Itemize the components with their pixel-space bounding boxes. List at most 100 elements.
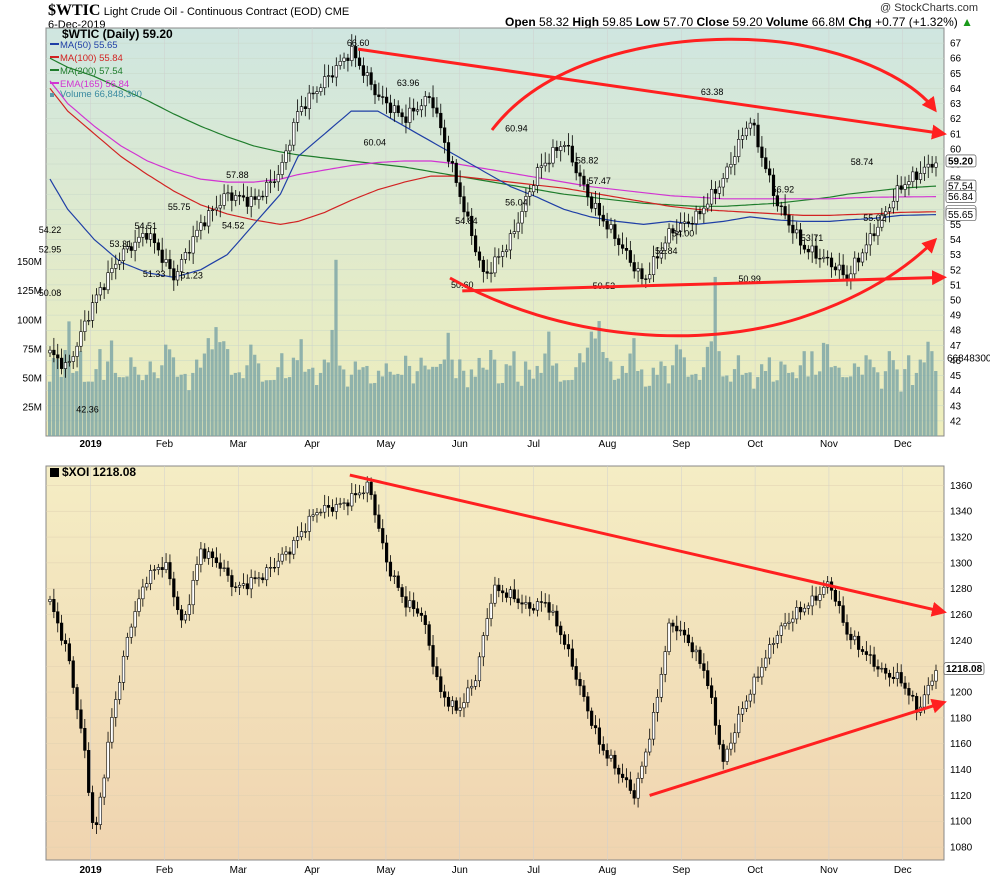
price-candle-body xyxy=(733,156,737,165)
price-candle-body xyxy=(303,106,307,109)
xoi-last-value-box xyxy=(943,662,985,676)
price-candle-body xyxy=(276,174,280,183)
price-candle-body xyxy=(454,162,458,183)
xoi-candle-body xyxy=(102,777,106,798)
price-candle-body xyxy=(857,257,861,263)
xoi-candle-body xyxy=(87,750,91,793)
price-data-label: 58.74 xyxy=(851,157,874,167)
volume-bar xyxy=(349,374,354,436)
xoi-x-tick-label: May xyxy=(376,865,395,876)
price-candle-body xyxy=(686,221,690,224)
volume-bar xyxy=(903,369,907,436)
price-candle-body xyxy=(338,61,342,66)
xoi-gridlines xyxy=(46,466,944,860)
xoi-candle-body xyxy=(632,790,636,799)
volume-bar xyxy=(303,371,307,436)
xoi-candle-body xyxy=(56,611,60,624)
legend-swatch-ma100 xyxy=(50,56,59,58)
xoi-candle-body xyxy=(466,687,470,703)
price-candle-body xyxy=(605,220,609,230)
volume-bar xyxy=(690,374,694,436)
price-candle-body xyxy=(237,195,242,197)
volume-bar xyxy=(520,385,524,436)
right-marker-label: 59.20 xyxy=(948,156,973,167)
xoi-candle-body xyxy=(199,548,203,565)
price-candle-body xyxy=(404,116,408,123)
price-data-label: 50.99 xyxy=(738,274,761,284)
price-candle-body xyxy=(520,211,524,224)
volume-bar xyxy=(663,365,667,436)
volume-bar xyxy=(160,365,164,436)
xoi-candle-body xyxy=(597,727,601,745)
price-candle-body xyxy=(609,224,613,230)
volume-bar xyxy=(446,332,450,436)
xoi-candle-body xyxy=(257,577,261,580)
price-candle-body xyxy=(636,268,640,272)
price-candle-body xyxy=(326,75,331,77)
xoi-candle-body xyxy=(706,670,710,687)
price-y-tick-label: 48 xyxy=(950,326,962,337)
volume-bar xyxy=(241,378,245,436)
volume-bar xyxy=(729,381,733,436)
volume-bar xyxy=(489,350,493,436)
volume-bar xyxy=(868,359,872,436)
price-candle-body xyxy=(71,356,75,362)
volume-bar xyxy=(222,341,226,436)
volume-bar xyxy=(315,385,319,436)
price-candle-body xyxy=(164,259,168,263)
price-data-label: 50.08 xyxy=(39,288,62,298)
volume-y-tick-label: 100M xyxy=(17,315,42,326)
price-candle-body xyxy=(87,320,91,322)
xoi-candle-body xyxy=(152,569,157,571)
volume-bar xyxy=(442,359,446,436)
volume-bar xyxy=(380,376,385,436)
volume-bar xyxy=(191,372,195,436)
volume-bar xyxy=(454,378,458,436)
xoi-x-tick-label: Mar xyxy=(230,865,248,876)
xoi-candle-body xyxy=(702,663,706,671)
price-candle-body xyxy=(829,257,834,268)
price-data-label: 51.23 xyxy=(180,270,203,280)
xoi-candle-body xyxy=(326,505,331,508)
price-candle-body xyxy=(218,205,222,209)
xoi-candle-body xyxy=(628,779,632,791)
xoi-candle-body xyxy=(272,567,277,569)
price-candle-body xyxy=(129,246,133,251)
volume-bar xyxy=(94,369,98,436)
xoi-candle-body xyxy=(342,502,346,504)
legend-volume: Volume 66,848,300 xyxy=(60,89,142,100)
volume-bar xyxy=(779,361,783,436)
xoi-candle-body xyxy=(574,666,578,680)
volume-bar xyxy=(856,366,861,436)
xoi-candle-body xyxy=(903,682,907,689)
volume-bar xyxy=(771,381,775,436)
volume-bar xyxy=(272,379,276,436)
price-y-axis: 4243444546474849505152535455565758596061… xyxy=(950,39,962,428)
xoi-candle-body xyxy=(497,584,501,592)
volume-bar xyxy=(71,372,75,436)
xoi-candle-body xyxy=(713,697,718,726)
volume-bar xyxy=(523,361,528,436)
xoi-candle-body xyxy=(172,578,176,598)
xoi-candle-body xyxy=(663,651,667,675)
xoi-candle-body xyxy=(207,551,211,559)
volume-bar xyxy=(636,371,640,436)
price-candle-body xyxy=(582,175,586,185)
xoi-candle-body xyxy=(160,567,164,570)
xoi-candle-body xyxy=(551,610,555,613)
price-candle-body xyxy=(702,207,706,215)
xoi-candle-body xyxy=(806,605,810,609)
volume-bar xyxy=(643,386,648,436)
price-candle-body xyxy=(152,233,157,244)
price-candle-body xyxy=(899,185,903,190)
right-marker-label: 56.84 xyxy=(948,192,973,203)
price-candle-body xyxy=(814,245,818,259)
xoi-candle-body xyxy=(145,583,149,588)
xoi-candle-body xyxy=(872,654,876,667)
volume-bar xyxy=(376,370,381,436)
price-candle-body xyxy=(895,185,899,202)
price-data-label: 53.31 xyxy=(110,239,133,249)
price-candle-body xyxy=(911,171,915,182)
xoi-candle-body xyxy=(106,741,110,779)
